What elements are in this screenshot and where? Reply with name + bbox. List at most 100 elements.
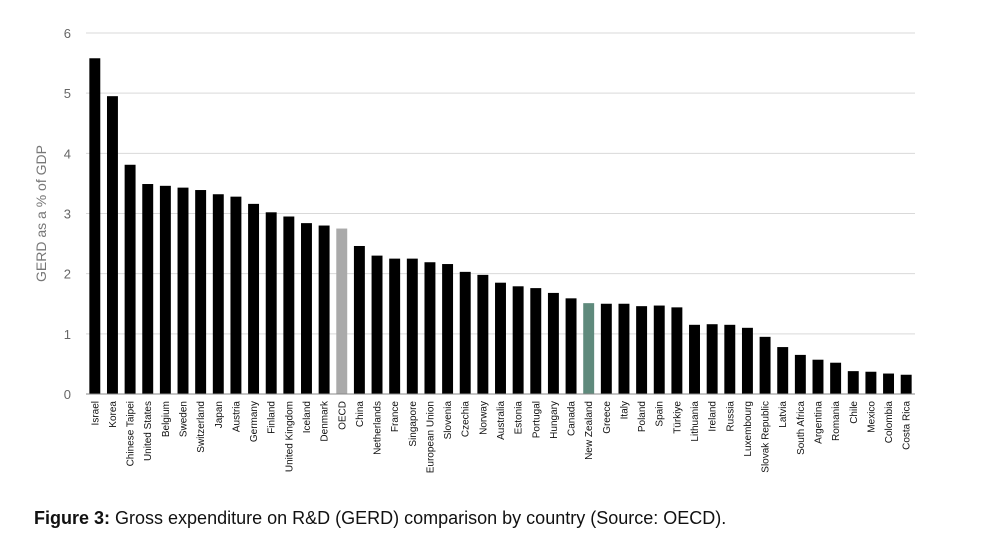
x-category-label: Iceland <box>302 401 313 433</box>
x-category-label: Czechia <box>461 401 472 438</box>
bar <box>106 96 118 395</box>
bar <box>689 324 700 394</box>
x-category-label: Germany <box>249 401 260 442</box>
x-category-label: Italy <box>619 401 630 419</box>
bar <box>900 374 912 394</box>
gridlines <box>86 32 915 335</box>
bar <box>442 264 454 394</box>
x-category-label: Belgium <box>161 401 172 437</box>
x-category-label: Slovak Republic <box>761 401 772 473</box>
bar <box>847 371 859 394</box>
bar <box>530 288 542 394</box>
bar <box>618 303 630 394</box>
y-tick-label: 3 <box>64 207 71 222</box>
figure-caption-label: Figure 3: <box>34 508 111 528</box>
bar <box>724 324 736 394</box>
x-category-label: Korea <box>108 401 119 428</box>
y-tick-label: 5 <box>64 86 71 101</box>
x-category-label: Colombia <box>884 401 895 444</box>
y-axis-title: GERD as a % of GDP <box>33 145 49 282</box>
x-category-label: Israel <box>90 401 101 425</box>
x-category-label: Netherlands <box>373 401 384 455</box>
bar <box>177 187 189 394</box>
x-category-label: Singapore <box>408 401 419 447</box>
x-category-label: Latvia <box>778 401 789 428</box>
bar <box>248 203 260 394</box>
bar <box>495 282 506 394</box>
figure-caption: Figure 3: Gross expenditure on R&D (GERD… <box>34 508 726 529</box>
bar <box>142 184 154 394</box>
bar <box>812 359 824 394</box>
x-category-label: Romania <box>831 401 842 441</box>
x-category-label: Chile <box>849 401 860 424</box>
bar <box>159 185 171 394</box>
bar <box>424 262 436 394</box>
x-category-label: Mexico <box>866 401 877 433</box>
x-category-label: China <box>355 401 366 428</box>
x-category-label: Costa Rica <box>902 401 913 450</box>
bar <box>230 196 242 394</box>
x-category-label: United States <box>143 401 154 461</box>
x-category-label: European Union <box>425 401 436 473</box>
x-category-label: OECD <box>337 401 348 430</box>
bar <box>265 212 277 394</box>
bar <box>336 228 348 394</box>
bar <box>389 258 401 394</box>
x-category-label: Switzerland <box>196 401 207 453</box>
y-tick-label: 6 <box>64 26 71 41</box>
x-category-label: Lithuania <box>690 401 701 442</box>
x-category-label: Luxembourg <box>743 401 754 457</box>
y-tick-label: 4 <box>64 146 71 161</box>
x-category-label: Greece <box>602 401 613 434</box>
x-axis-category-labels: Israel Korea Chinese Taipei United States Be… <box>90 400 912 473</box>
bar <box>212 194 224 394</box>
x-category-label: France <box>390 401 401 433</box>
bar <box>759 336 771 394</box>
bar <box>459 271 471 394</box>
figure-caption-text: Gross expenditure on R&D (GERD) comparis… <box>115 508 727 528</box>
x-category-label: Finland <box>267 401 278 434</box>
y-axis-ticks: 0 1 2 3 4 5 6 <box>64 26 71 402</box>
bar <box>794 354 806 394</box>
bar <box>583 303 595 394</box>
bar <box>124 164 136 394</box>
bar <box>512 286 524 394</box>
x-category-label: Estonia <box>514 401 525 435</box>
bar <box>865 371 877 394</box>
y-tick-label: 1 <box>64 327 71 342</box>
x-category-label: Argentina <box>813 401 824 444</box>
x-category-label: Chinese Taipei <box>126 401 137 466</box>
x-category-label: Sweden <box>179 401 190 437</box>
bar <box>406 258 418 394</box>
x-category-label: Austria <box>231 401 242 433</box>
bar <box>477 274 489 394</box>
x-category-label: Norway <box>478 401 489 435</box>
bars <box>89 58 912 395</box>
x-category-label: Ireland <box>708 401 719 432</box>
bar-chart: 0 1 2 3 4 5 6 Israel Korea Chinese Taipei United … <box>33 26 915 473</box>
bar <box>777 347 789 394</box>
y-tick-label: 0 <box>64 387 71 402</box>
bar <box>353 245 365 394</box>
bar <box>653 305 665 394</box>
y-tick-label: 2 <box>64 267 71 282</box>
bar <box>600 303 612 394</box>
bar <box>706 324 718 394</box>
x-category-label: Canada <box>567 401 578 436</box>
bar <box>671 307 683 394</box>
x-category-label: Türkiye <box>672 401 683 434</box>
x-category-label: Australia <box>496 401 507 440</box>
bar <box>89 58 101 395</box>
x-category-label: United Kingdom <box>284 401 295 472</box>
bar <box>283 216 295 394</box>
x-category-label: Denmark <box>320 400 331 442</box>
bar <box>547 292 559 394</box>
bar <box>636 306 648 394</box>
bar <box>883 373 895 394</box>
x-category-label: Spain <box>655 401 666 427</box>
x-category-label: Poland <box>637 401 648 432</box>
x-category-label: Russia <box>725 401 736 432</box>
bar <box>741 327 753 394</box>
bar <box>318 225 330 394</box>
x-category-label: Slovenia <box>443 401 454 440</box>
